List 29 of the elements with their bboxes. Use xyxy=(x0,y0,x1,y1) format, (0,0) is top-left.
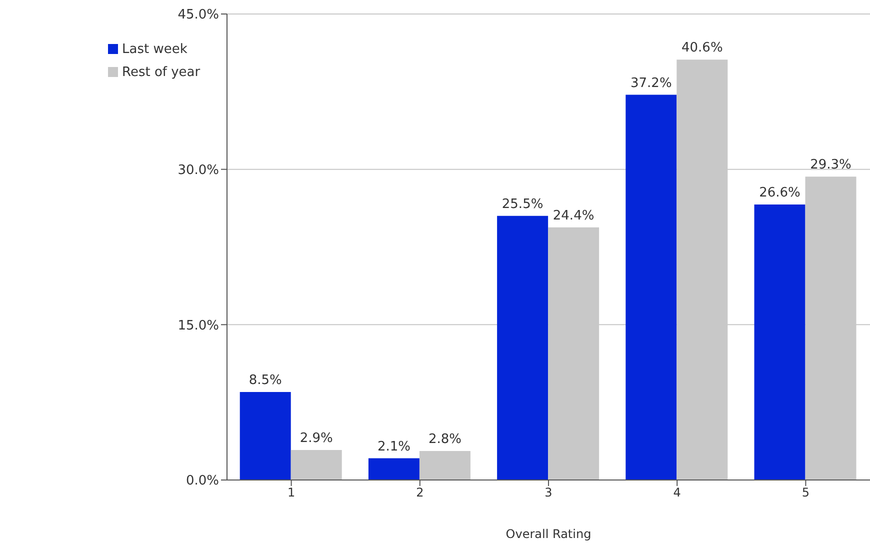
data-label: 37.2% xyxy=(630,76,672,91)
x-tick-label: 4 xyxy=(673,486,681,500)
y-tick-label: 0.0% xyxy=(186,474,219,489)
y-tick-label: 15.0% xyxy=(178,318,219,334)
bar xyxy=(240,392,291,480)
data-label: 24.4% xyxy=(552,208,594,224)
x-tick-label: 2 xyxy=(416,486,424,500)
x-tick-label: 3 xyxy=(544,486,552,500)
legend-label: Last week xyxy=(122,42,188,57)
bar xyxy=(290,450,342,480)
bar xyxy=(497,216,548,480)
x-axis-title: Overall Rating xyxy=(506,527,592,541)
y-tick-label: 30.0% xyxy=(178,162,219,178)
data-label: 2.1% xyxy=(377,439,410,454)
data-label: 2.9% xyxy=(300,430,333,446)
data-label: 26.6% xyxy=(759,186,800,201)
x-tick-label: 5 xyxy=(802,486,810,500)
bar xyxy=(626,94,677,480)
data-label: 40.6% xyxy=(682,40,723,56)
bar xyxy=(754,204,806,480)
legend-label: Rest of year xyxy=(122,65,200,80)
data-label: 2.8% xyxy=(428,432,462,448)
data-label: 25.5% xyxy=(502,196,544,212)
x-tick-label: 1 xyxy=(287,486,296,500)
bar xyxy=(368,458,420,480)
bar xyxy=(419,451,470,480)
data-label: 8.5% xyxy=(248,372,282,388)
data-label: 29.3% xyxy=(810,158,852,173)
y-tick-label: 45.0% xyxy=(178,8,219,23)
